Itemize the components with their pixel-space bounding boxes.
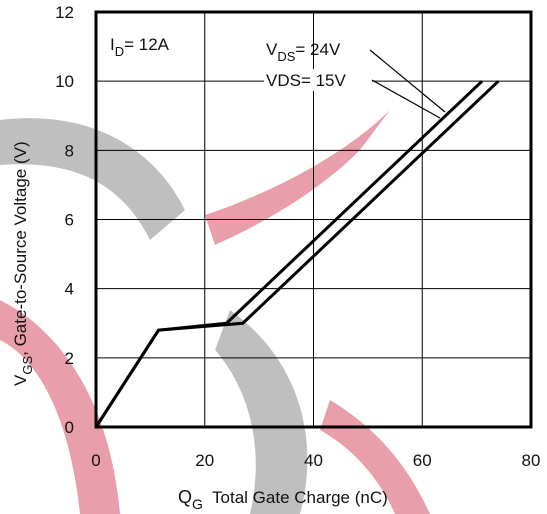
x-tick-label: 40 [304, 451, 323, 470]
y-axis-title: VGS, Gate-to-Source Voltage (V) [11, 141, 35, 386]
y-tick-label: 12 [55, 3, 74, 22]
watermark-pink-swoosh-left [0, 300, 120, 514]
y-tick-label: 6 [65, 211, 74, 230]
series-line-24v [94, 80, 484, 428]
series-lines [94, 80, 500, 428]
x-tick-labels: 0 20 40 60 80 [91, 451, 540, 470]
y-tick-label: 8 [65, 141, 74, 160]
y-tick-label: 0 [65, 418, 74, 437]
series-label-24v: VDS= 24V [266, 40, 341, 64]
grid-lines [96, 12, 531, 427]
x-tick-label: 60 [413, 451, 432, 470]
watermark-gray-swoosh [215, 310, 308, 514]
x-tick-label: 20 [195, 451, 214, 470]
condition-label: ID= 12A [110, 35, 170, 59]
leader-line-24v [369, 49, 446, 113]
x-axis-title: QG Total Gate Charge (nC) [178, 487, 388, 512]
y-tick-label: 10 [55, 72, 74, 91]
y-tick-label: 2 [65, 349, 74, 368]
leader-line-15v [371, 79, 441, 119]
watermark-gray-arc [0, 118, 185, 240]
watermark-pink-swoosh-top [205, 110, 390, 245]
series-label-bg-15v [264, 69, 372, 91]
series-line-15v [94, 80, 500, 428]
plot-frame [94, 10, 533, 429]
y-tick-label: 4 [65, 280, 74, 299]
x-tick-label: 0 [91, 451, 100, 470]
x-tick-label: 80 [522, 451, 541, 470]
y-tick-labels: 0 2 4 6 8 10 12 [55, 3, 74, 437]
series-label-15v: VDS= 15V [266, 71, 347, 90]
watermark [0, 110, 430, 514]
